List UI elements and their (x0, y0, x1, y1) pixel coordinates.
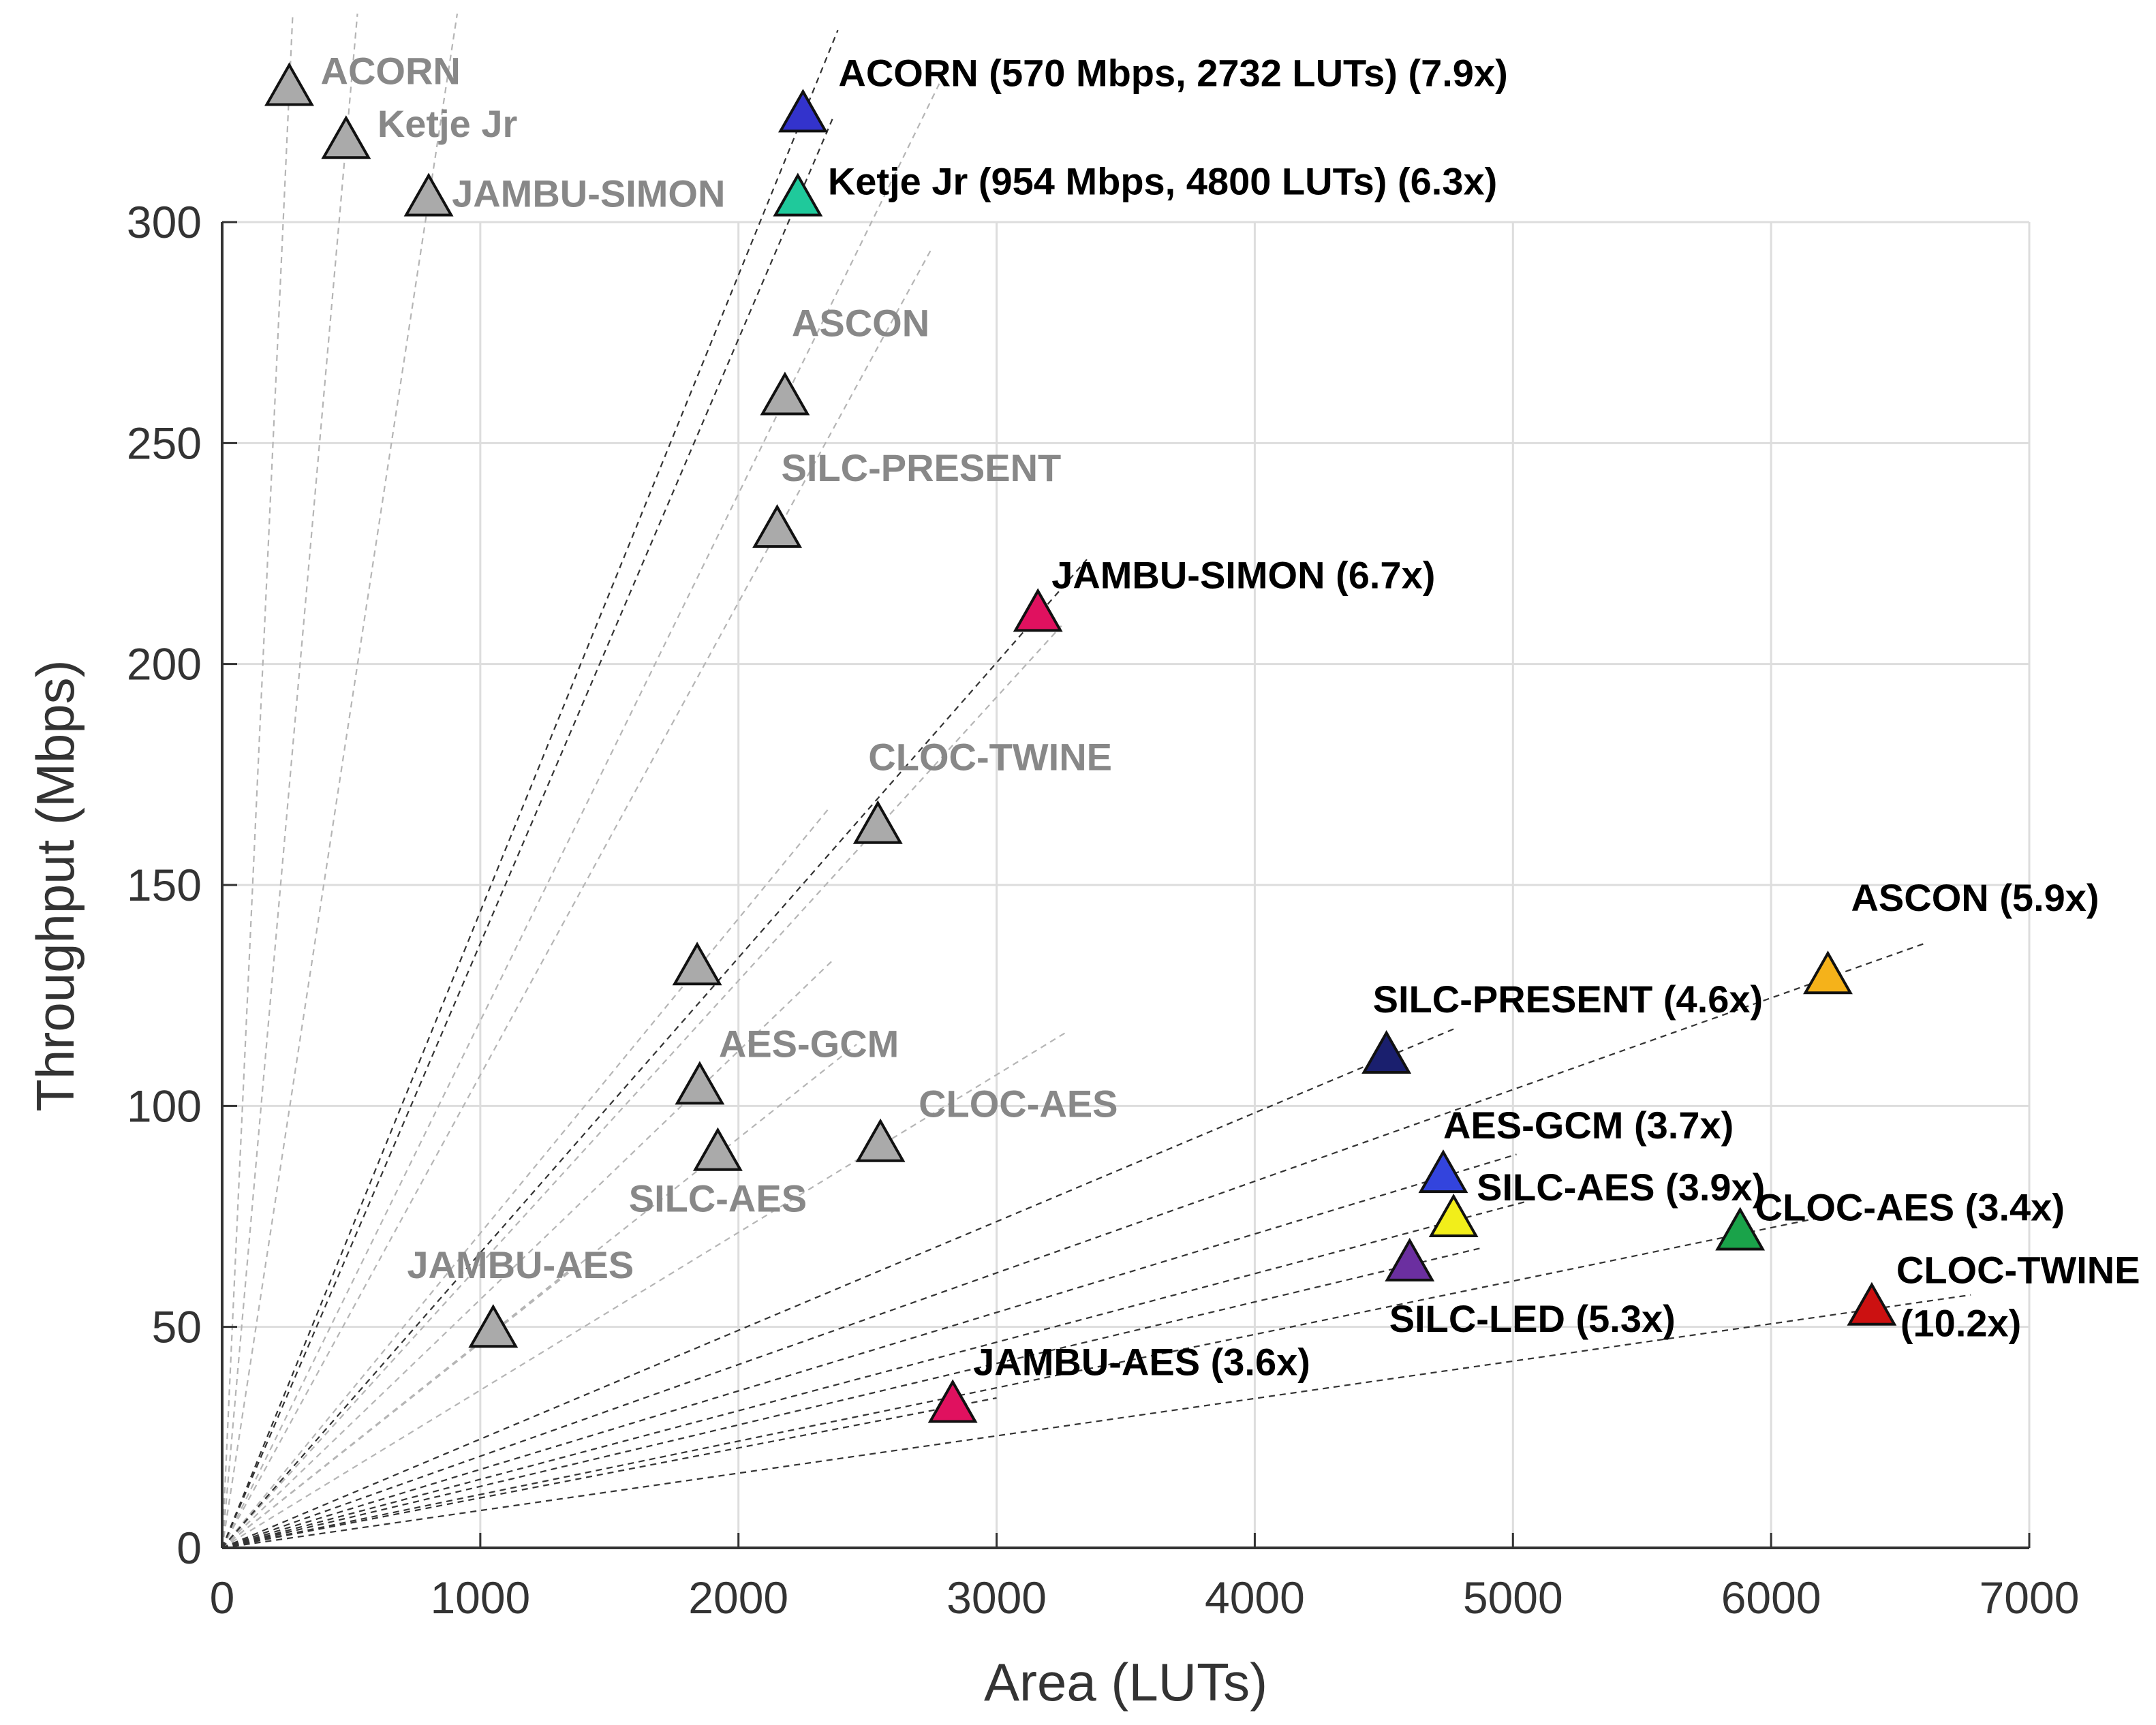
reference-line (221, 1153, 1517, 1549)
reference-line (221, 29, 839, 1549)
data-point-triangle (321, 115, 371, 159)
data-point-triangle (675, 1061, 725, 1105)
x-tick-label: 1000 (430, 1572, 530, 1623)
point-label: SILC-AES (3.9x) (1477, 1166, 1765, 1209)
point-label: SILC-PRESENT (782, 446, 1062, 489)
x-tick-label: 6000 (1721, 1572, 1821, 1623)
reference-line (221, 559, 1088, 1549)
point-label: CLOC-TWINE (10.2x) (1896, 1249, 2140, 1345)
reference-line (221, 625, 1062, 1549)
y-tick-label: 100 (127, 1081, 202, 1131)
y-tick-label: 150 (127, 860, 202, 910)
point-label: SILC-AES (629, 1177, 807, 1220)
point-label: ASCON (5.9x) (1851, 876, 2099, 919)
point-label: SILC-LED (5.3x) (1389, 1297, 1676, 1340)
reference-line (221, 1032, 1066, 1549)
data-point-triangle (468, 1304, 519, 1348)
x-tick-label: 3000 (946, 1572, 1047, 1623)
reference-line (221, 13, 459, 1549)
reference-line (221, 13, 358, 1549)
data-point-triangle (1013, 588, 1063, 632)
y-tick-label: 50 (152, 1302, 202, 1352)
point-label: Ketje Jr (954 Mbps, 4800 LUTs) (6.3x) (828, 160, 1497, 203)
x-tick-label: 7000 (1980, 1572, 2080, 1623)
y-axis-title: Throughput (Mbps) (25, 659, 85, 1111)
data-point-triangle (855, 1118, 906, 1162)
point-label: JAMBU-AES (407, 1243, 634, 1286)
point-label: AES-GCM (3.7x) (1443, 1104, 1734, 1147)
reference-line (221, 1270, 570, 1549)
point-label: Ketje Jr (378, 102, 517, 145)
x-tick-label: 4000 (1205, 1572, 1305, 1623)
data-point-triangle (752, 504, 802, 548)
data-points (264, 62, 1897, 1423)
data-point-triangle (692, 1127, 743, 1171)
x-tick-label: 2000 (688, 1572, 788, 1623)
data-point-triangle (1803, 950, 1853, 995)
reference-line (221, 13, 294, 1549)
y-tick-label: 0 (176, 1523, 202, 1573)
reference-line (221, 1214, 1832, 1549)
point-label: CLOC-AES (3.4x) (1755, 1185, 2065, 1228)
point-label: ACORN (321, 49, 461, 92)
y-tick-label: 250 (127, 418, 202, 468)
point-label: SILC-PRESENT (4.6x) (1373, 978, 1764, 1021)
data-point-triangle (672, 942, 722, 986)
data-point-triangle (1418, 1149, 1468, 1194)
x-tick-label: 5000 (1463, 1572, 1563, 1623)
point-label: JAMBU-AES (3.6x) (973, 1340, 1310, 1383)
point-label: JAMBU-SIMON (6.7x) (1051, 553, 1435, 596)
data-point-triangle (1428, 1193, 1479, 1238)
data-point-triangle (760, 371, 810, 416)
reference-line (221, 1397, 997, 1549)
point-label: AES-GCM (719, 1022, 899, 1065)
point-label: CLOC-TWINE (868, 736, 1112, 779)
data-point-triangle (1847, 1281, 1897, 1326)
reference-line (221, 1294, 1971, 1549)
point-label: ACORN (570 Mbps, 2732 LUTs) (7.9x) (838, 51, 1507, 94)
data-point-triangle (403, 172, 454, 217)
reference-line (221, 1247, 1481, 1549)
reference-line (221, 806, 831, 1549)
point-label: JAMBU-SIMON (452, 172, 725, 215)
y-tick-label: 300 (127, 197, 202, 247)
point-labels: ACORN Ketje Jr JAMBU-SIMON ASCON SILC-PRESEN… (321, 49, 2140, 1383)
point-label: ASCON (792, 301, 929, 344)
x-tick-label: 0 (210, 1572, 235, 1623)
y-tick-label: 200 (127, 639, 202, 689)
reference-line (221, 1200, 1528, 1549)
data-point-triangle (1385, 1237, 1435, 1281)
x-axis-title: Area (LUTs) (984, 1652, 1267, 1712)
reference-line (221, 942, 1925, 1549)
data-point-triangle (773, 172, 823, 217)
reference-line (221, 119, 833, 1549)
reference-line (221, 246, 934, 1549)
data-point-triangle (852, 800, 903, 844)
data-point-triangle (1361, 1029, 1412, 1074)
point-label: CLOC-AES (919, 1083, 1118, 1125)
data-point-triangle (1715, 1207, 1766, 1251)
reference-line (221, 76, 944, 1549)
axes: 0 1000 2000 3000 4000 5000 6000 7000 0 50 100 150 20… (127, 197, 2080, 1623)
data-point-triangle (927, 1379, 978, 1423)
reference-lines (221, 13, 1971, 1549)
data-point-triangle (264, 62, 314, 106)
data-point-triangle (777, 89, 828, 133)
reference-line (221, 1027, 1457, 1549)
